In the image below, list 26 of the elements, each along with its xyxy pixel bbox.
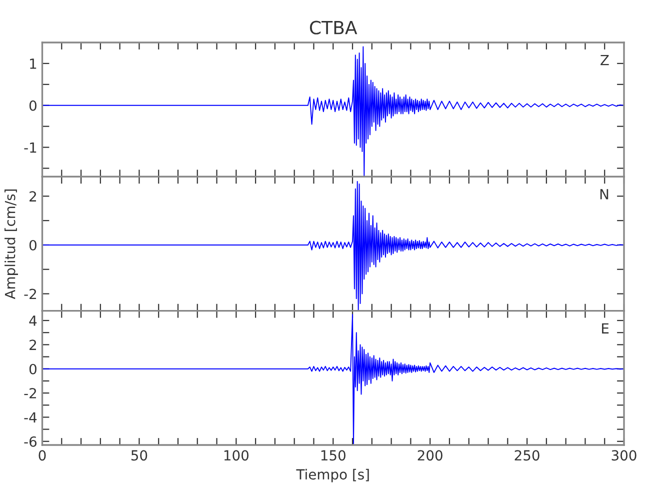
annotation: N	[600, 189, 608, 200]
y-tick-label: -2	[24, 388, 36, 398]
y-tick-label: 0	[29, 240, 36, 250]
x-tick-label: 250	[514, 450, 540, 461]
y-tick-label: -6	[24, 436, 37, 447]
x-tick-label: 150	[321, 450, 346, 461]
x-tick-label: 0	[38, 450, 46, 461]
y-tick-label: 1	[30, 58, 36, 69]
x-tick-label: 50	[131, 450, 148, 461]
y-axis-title: Amplitud [cm/s]	[4, 189, 18, 300]
y-tick-label: 0	[29, 100, 36, 111]
y-tick-label: -1	[24, 142, 36, 153]
chart-title: CTBA	[310, 20, 358, 34]
y-tick-label: 2	[30, 191, 36, 202]
y-tick-label: 2	[30, 340, 36, 350]
y-tick-label: 4	[29, 316, 37, 326]
x-axis-title: Tiempo [s]	[296, 468, 369, 482]
x-tick-label: 100	[224, 450, 248, 461]
y-tick-label: -2	[24, 288, 36, 300]
line-series	[42, 314, 624, 444]
x-tick-label: 300	[612, 450, 636, 461]
y-tick-label: 0	[29, 364, 36, 374]
y-tick-label: -4	[24, 412, 37, 422]
annotation: Z	[600, 54, 609, 66]
x-tick-label: 200	[418, 450, 442, 461]
annotation: E	[602, 323, 609, 334]
